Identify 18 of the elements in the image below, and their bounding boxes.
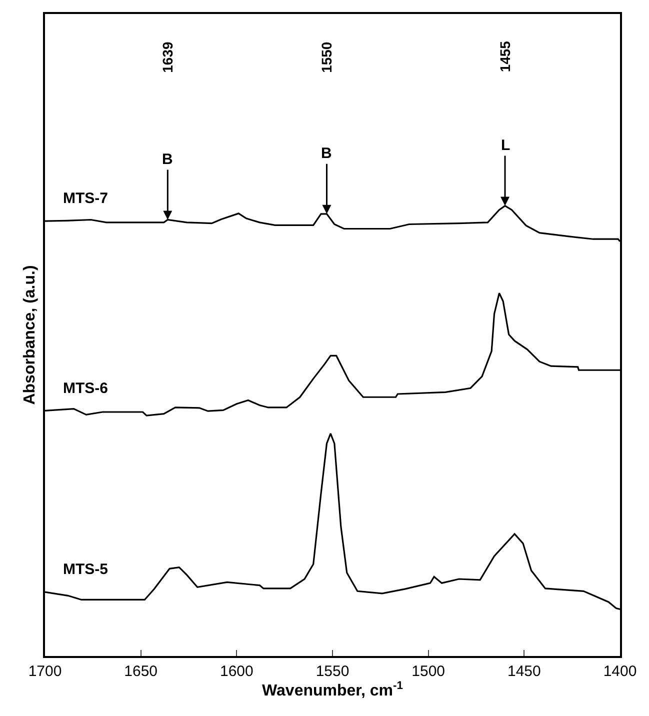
y-axis-title: Absorbance, (a.u.) <box>21 265 38 405</box>
annotation: B <box>321 145 332 162</box>
series-label: MTS-7 <box>63 190 108 207</box>
x-tick-label: 1600 <box>220 663 254 680</box>
annotation: B <box>162 151 173 168</box>
text: 1455 <box>496 40 513 72</box>
x-tick-label: 1500 <box>412 663 446 680</box>
x-tick-label: 1700 <box>28 663 62 680</box>
series-label: MTS-5 <box>63 561 108 578</box>
annotation: L <box>501 137 510 154</box>
x-tick-label: 1400 <box>603 663 637 680</box>
x-axis-title: Wavenumber, cm$^{-1}$ <box>262 680 403 700</box>
x-tick-label: 1450 <box>507 663 541 680</box>
x-tick-label: 1550 <box>316 663 350 680</box>
text: 1639 <box>159 41 176 73</box>
x-tick-label: 1650 <box>124 663 158 680</box>
text: 1550 <box>318 42 335 73</box>
series-label: MTS-6 <box>63 380 108 397</box>
